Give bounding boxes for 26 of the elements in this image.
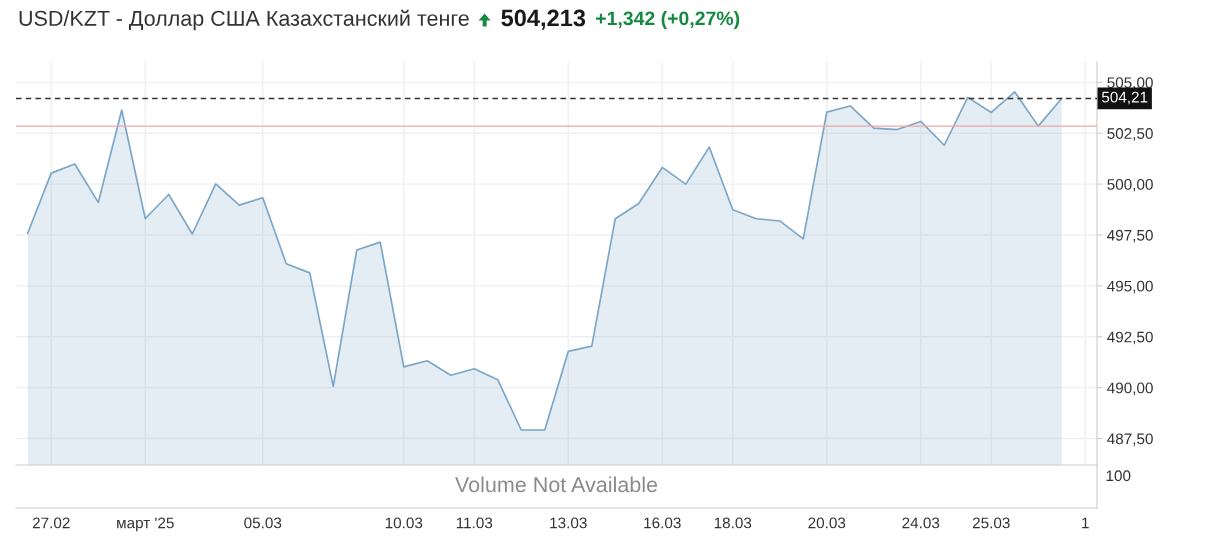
x-tick-label: 05.03 bbox=[244, 517, 282, 529]
y-tick-label: 495,00 bbox=[1107, 280, 1153, 294]
x-tick-label: 18.03 bbox=[714, 517, 752, 529]
x-tick-label: 24.03 bbox=[902, 517, 940, 529]
x-tick-label: март '25 bbox=[117, 517, 174, 532]
y-tick-label: 492,50 bbox=[1107, 331, 1153, 345]
x-tick-label: 1 bbox=[1082, 517, 1089, 529]
x-tick-label: 11.03 bbox=[456, 517, 493, 529]
x-tick-label: 10.03 bbox=[385, 517, 423, 529]
y-tick-label: 490,00 bbox=[1107, 382, 1153, 396]
x-tick-label: 25.03 bbox=[972, 517, 1010, 529]
chart-title: USD/KZT - Доллар США Казахстанский тенге bbox=[19, 9, 469, 31]
x-tick-label: 13.03 bbox=[550, 517, 587, 529]
y-tick-label: 487,50 bbox=[1107, 433, 1153, 447]
y-tick-label: 500,00 bbox=[1107, 178, 1153, 192]
x-tick-label: 27.02 bbox=[32, 517, 70, 529]
text: Volume Not Available bbox=[455, 476, 658, 493]
x-tick-label: 16.03 bbox=[644, 517, 681, 529]
y-tick-label: 505,00 bbox=[1107, 77, 1153, 90]
text: 504,213 bbox=[501, 9, 586, 30]
y-tick-label: 497,50 bbox=[1107, 229, 1153, 243]
text: +1,342 (+0,27%) bbox=[596, 10, 740, 30]
ref-line-label: 504,21 bbox=[1101, 91, 1148, 105]
x-tick-label: 20.03 bbox=[808, 517, 846, 529]
y-tick-label: 502,50 bbox=[1107, 128, 1153, 141]
text: 100 bbox=[1106, 470, 1131, 482]
